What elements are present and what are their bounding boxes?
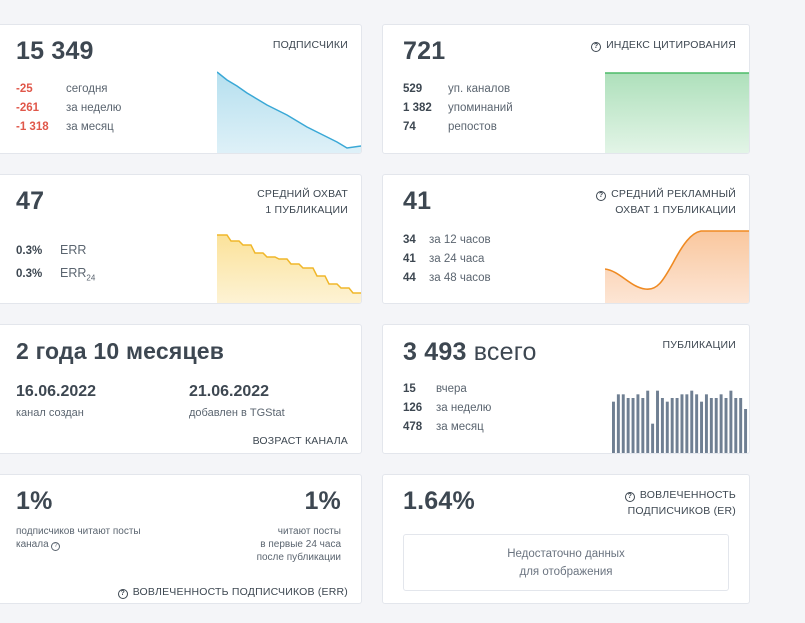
publications-total: 3 493 всего	[403, 338, 537, 366]
question-icon[interactable]: ?	[624, 492, 635, 502]
reach-chart	[217, 234, 361, 303]
subscribers-row: -261 за неделю	[16, 102, 122, 114]
publications-bar	[739, 398, 743, 453]
channel-age-caption: ВОЗРАСТ КАНАЛА	[252, 435, 348, 447]
citation-index: 721	[403, 37, 446, 65]
er-card[interactable]: 1.64% ? ВОВЛЕЧЕННОСТЬ ПОДПИСЧИКОВ (ER) Нед…	[382, 474, 750, 604]
question-icon[interactable]: ?	[51, 542, 61, 551]
channel-age-card[interactable]: 2 года 10 месяцев 16.06.2022 канал созда…	[0, 324, 362, 454]
publications-bar	[641, 398, 645, 453]
publications-bar	[616, 394, 620, 453]
subscribers-row: -1 318 за месяц	[16, 121, 114, 133]
ad-reach-value: 41	[403, 187, 432, 215]
publications-row: 126 за неделю	[403, 402, 492, 414]
err24-row: 0.3% ERR24	[16, 266, 96, 283]
question-icon[interactable]: ?	[591, 42, 602, 52]
publications-bar	[744, 409, 748, 453]
ad-reach-row: 44 за 48 часов	[403, 272, 491, 284]
ad-reach-row: 41 за 24 часа	[403, 253, 485, 265]
publications-bar	[734, 398, 738, 453]
err-row: 0.3% ERR	[16, 243, 87, 257]
publications-bar	[626, 398, 630, 453]
publications-bar	[665, 401, 669, 453]
no-data-box: Недостаточно данных для отображения	[403, 534, 729, 591]
subscribers-count: 15 349	[16, 37, 94, 65]
err-right-value: 1%	[304, 487, 341, 515]
er-value: 1.64%	[403, 487, 475, 515]
subscribers-caption: ПОДПИСЧИКИ	[272, 39, 348, 51]
reach-caption: СРЕДНИЙ ОХВАТ 1 ПУБЛИКАЦИИ	[257, 188, 348, 216]
publications-bar	[636, 394, 640, 453]
publications-bar	[700, 401, 704, 453]
ad-reach-row: 34 за 12 часов	[403, 234, 491, 246]
citation-row: 529 уп. каналов	[403, 83, 511, 95]
publications-bar	[680, 394, 684, 453]
publications-bar	[709, 398, 713, 453]
publications-row: 478 за месяц	[403, 421, 484, 433]
publications-bar	[704, 394, 708, 453]
added-label: добавлен в TGStat	[189, 407, 285, 419]
publications-bar	[621, 394, 625, 453]
subscribers-row: -25 сегодня	[16, 83, 108, 95]
publications-bar	[646, 390, 650, 453]
publications-caption: ПУБЛИКАЦИИ	[662, 339, 736, 351]
publications-bar	[719, 394, 723, 453]
publications-bar	[714, 398, 718, 453]
publications-bar	[651, 423, 655, 453]
publications-bar	[656, 390, 659, 453]
publications-card[interactable]: 3 493 всего ПУБЛИКАЦИИ 15 вчера 126 за нед…	[382, 324, 750, 454]
publications-bar	[690, 390, 694, 453]
added-date: 21.06.2022	[189, 383, 270, 400]
citation-chart	[605, 72, 749, 153]
channel-age: 2 года 10 месяцев	[16, 338, 225, 364]
ad-reach-card[interactable]: 41 ? СРЕДНИЙ РЕКЛАМНЫЙ ОХВАТ 1 ПУБЛИКАЦИИ …	[382, 174, 750, 304]
subscribers-card[interactable]: 15 349 ПОДПИСЧИКИ -25 сегодня -261 за неде…	[0, 24, 362, 154]
ad-reach-chart	[605, 230, 749, 303]
publications-bar	[675, 398, 679, 453]
publications-bar	[724, 398, 728, 453]
publications-bar	[660, 398, 664, 453]
publications-bar	[729, 390, 733, 453]
citation-row: 1 382 упоминаний	[403, 102, 513, 114]
citation-row: 74 репостов	[403, 121, 497, 133]
created-date: 16.06.2022	[16, 383, 97, 400]
publications-row: 15 вчера	[403, 383, 467, 395]
err-left-description: подписчиков читают посты канала ?	[16, 526, 141, 551]
citation-card[interactable]: 721 ? ИНДЕКС ЦИТИРОВАНИЯ 529 уп. каналов 1…	[382, 24, 750, 154]
citation-caption: ? ИНДЕКС ЦИТИРОВАНИЯ	[591, 37, 736, 53]
publications-bar	[631, 398, 635, 453]
err-card[interactable]: 1% подписчиков читают посты канала ? 1% ч…	[0, 474, 362, 604]
publications-bar	[685, 394, 689, 453]
err-left-value: 1%	[16, 487, 53, 515]
created-label: канал создан	[16, 407, 84, 419]
err-caption: ? ВОВЛЕЧЕННОСТЬ ПОДПИСЧИКОВ (ERR)	[117, 584, 348, 600]
subscribers-chart	[217, 71, 361, 153]
publications-bar	[670, 398, 674, 453]
publications-bar	[612, 401, 615, 453]
reach-card[interactable]: 47 СРЕДНИЙ ОХВАТ 1 ПУБЛИКАЦИИ 0.3% ERR 0.3…	[0, 174, 362, 304]
err-right-description: читают посты в первые 24 часа после публик…	[256, 526, 341, 563]
question-icon[interactable]: ?	[596, 191, 607, 201]
reach-value: 47	[16, 187, 45, 215]
publications-chart	[612, 390, 748, 453]
er-caption: ? ВОВЛЕЧЕННОСТЬ ПОДПИСЧИКОВ (ER)	[624, 487, 736, 519]
ad-reach-caption: ? СРЕДНИЙ РЕКЛАМНЫЙ ОХВАТ 1 ПУБЛИКАЦИИ	[596, 186, 736, 218]
publications-bar	[695, 394, 699, 453]
question-icon[interactable]: ?	[117, 589, 128, 599]
